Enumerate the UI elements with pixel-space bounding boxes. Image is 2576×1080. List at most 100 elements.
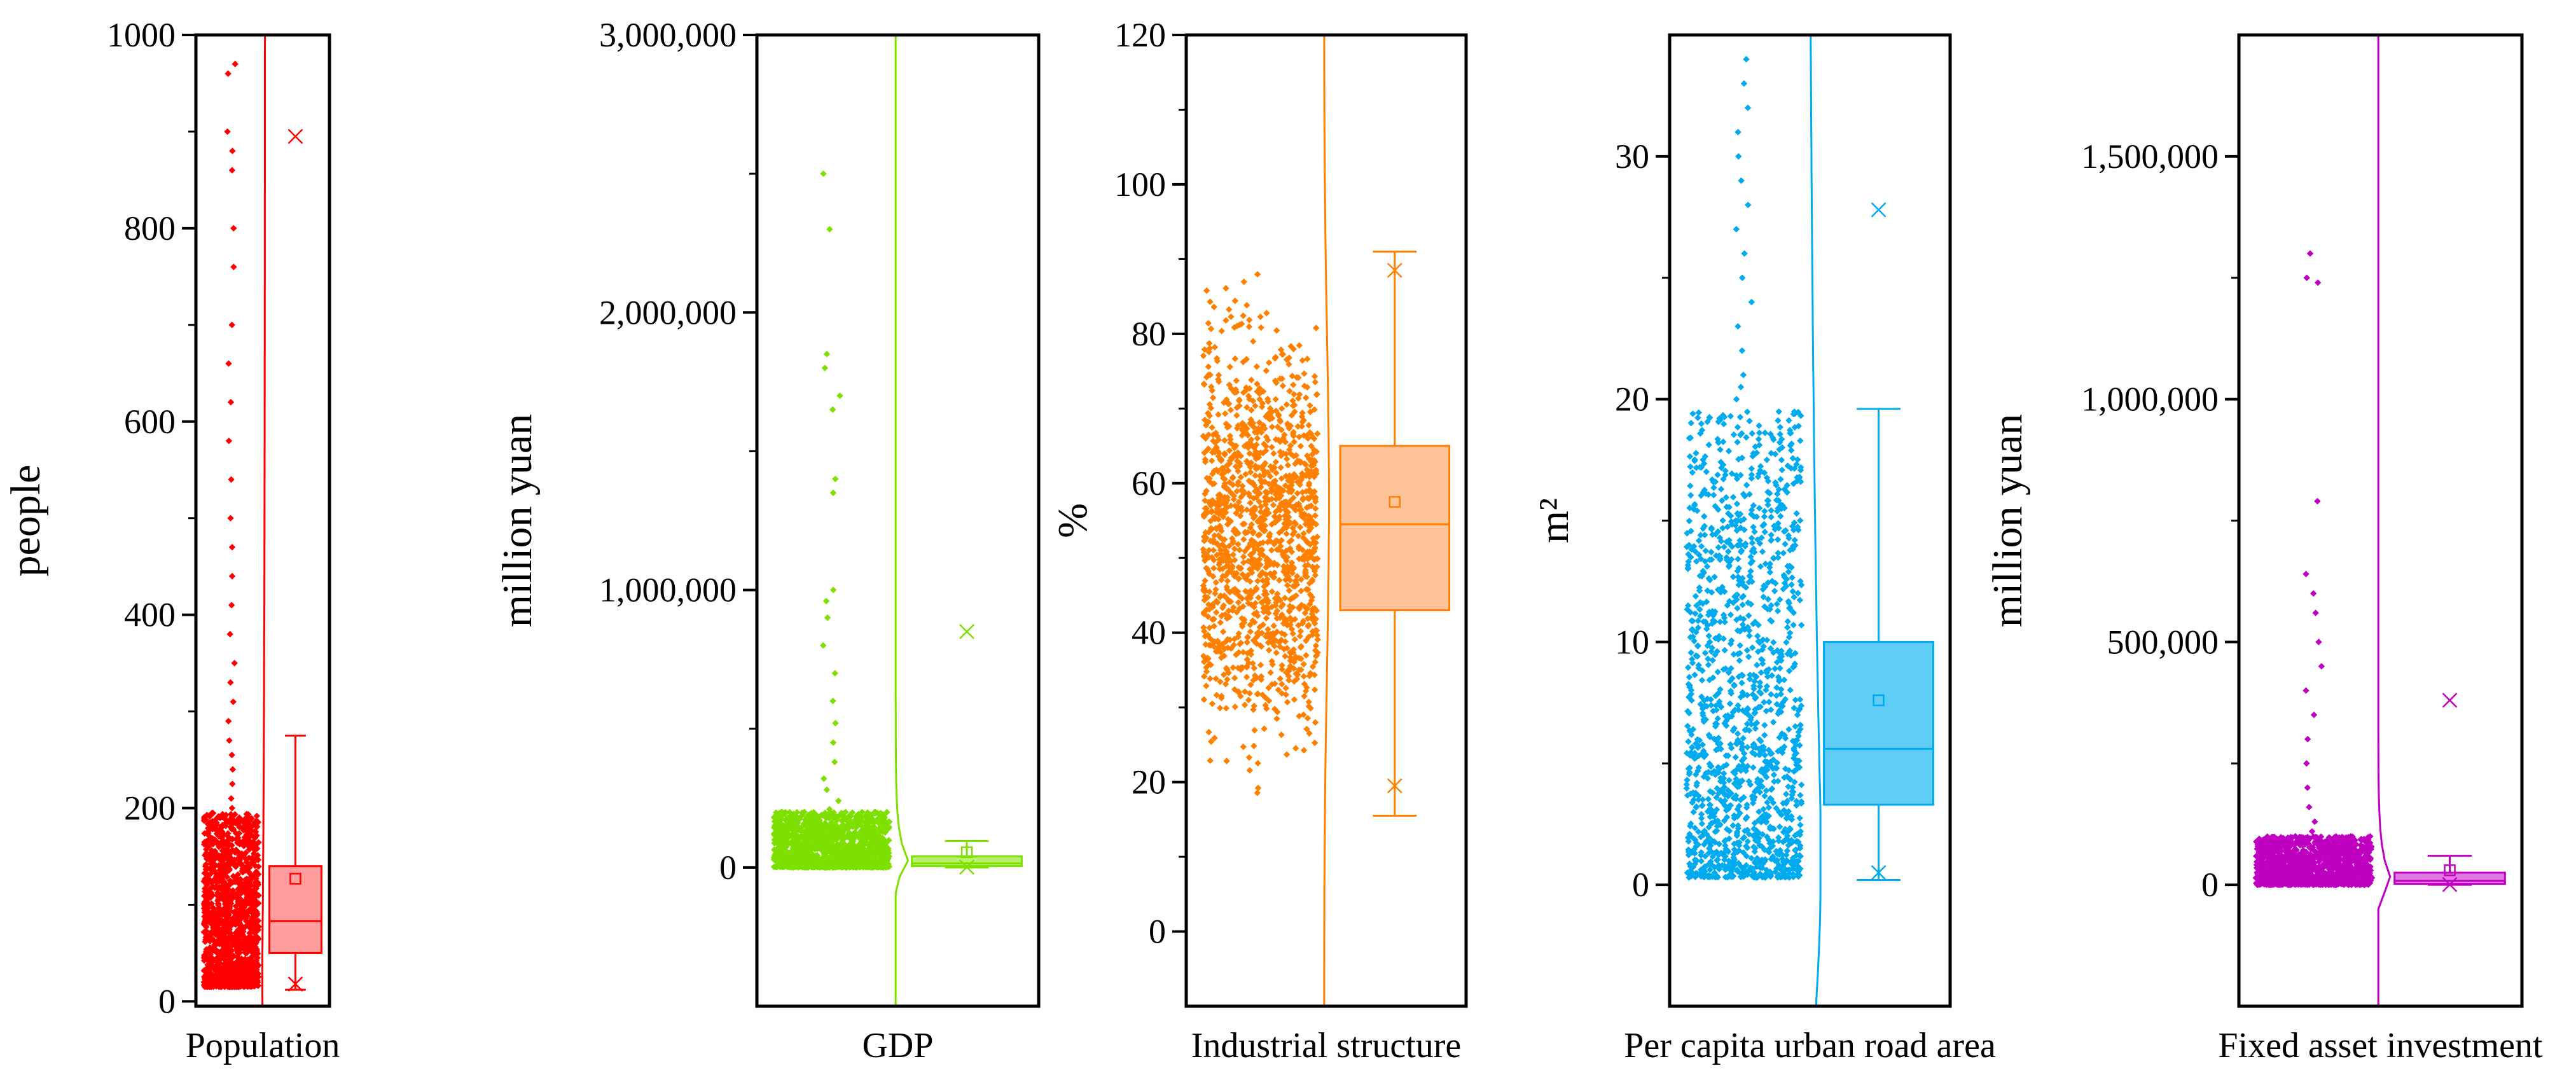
scatter-point — [245, 983, 252, 990]
scatter-point — [1273, 495, 1280, 502]
scatter-point — [777, 820, 785, 827]
scatter-point — [1760, 747, 1768, 754]
scatter-point — [1301, 370, 1308, 377]
scatter-point — [1293, 675, 1301, 682]
scatter-point — [1312, 627, 1319, 634]
scatter-point — [772, 838, 780, 845]
scatter-point — [1282, 576, 1289, 583]
scatter-point — [1266, 561, 1274, 568]
scatter-point — [1203, 654, 1211, 661]
scatter-point — [1212, 579, 1220, 586]
scatter-point — [1245, 392, 1252, 399]
scatter-point — [1785, 783, 1792, 791]
scatter-point — [1286, 387, 1293, 395]
outlier-point — [227, 515, 234, 522]
scatter-point — [1215, 453, 1222, 460]
scatter-point — [247, 860, 254, 868]
scatter-point — [1224, 551, 1231, 559]
scatter-point — [1299, 620, 1306, 627]
scatter-point — [1250, 564, 1257, 571]
scatter-point — [1252, 472, 1259, 479]
scatter-point — [1794, 523, 1801, 530]
scatter-point — [1248, 436, 1255, 443]
scatter-point — [1238, 426, 1246, 433]
scatter-point — [1750, 502, 1757, 509]
scatter-point — [1276, 577, 1283, 584]
scatter-point — [1689, 410, 1696, 417]
y-axis-title: people — [3, 465, 49, 577]
scatter-point — [883, 848, 890, 855]
scatter-point — [871, 824, 878, 831]
scatter-point — [1746, 417, 1753, 425]
scatter-point — [1310, 535, 1317, 542]
scatter-point — [1301, 693, 1308, 700]
scatter-point — [1201, 459, 1209, 466]
scatter-point — [1246, 396, 1253, 403]
scatter-point — [1235, 506, 1242, 513]
scatter-point — [822, 864, 830, 871]
scatter-point — [862, 819, 869, 826]
scatter-point — [216, 904, 223, 911]
scatter-point — [849, 833, 857, 840]
scatter-point — [1233, 322, 1241, 329]
scatter-point — [834, 856, 841, 864]
scatter-point — [817, 812, 825, 819]
scatter-point — [1231, 545, 1238, 553]
scatter-point — [1243, 656, 1251, 663]
scatter-point — [1201, 381, 1208, 388]
scatter-point — [222, 816, 229, 823]
scatter-point — [1268, 495, 1275, 502]
scatter-point — [779, 855, 786, 862]
scatter-point — [1231, 557, 1238, 564]
scatter-point — [1240, 649, 1247, 656]
scatter-point — [1691, 671, 1698, 679]
scatter-point — [793, 821, 800, 829]
scatter-point — [1782, 791, 1790, 798]
scatter-point — [812, 845, 819, 853]
scatter-point — [226, 866, 233, 874]
scatter-point — [1221, 437, 1228, 444]
scatter-point — [1200, 546, 1207, 553]
scatter-point — [1256, 556, 1263, 563]
scatter-point — [1229, 607, 1236, 614]
scatter-point — [240, 963, 248, 970]
scatter-point — [1243, 384, 1250, 391]
scatter-point — [1273, 407, 1280, 415]
scatter-point — [1222, 499, 1229, 507]
scatter-point — [1221, 653, 1228, 660]
mean-marker — [289, 873, 301, 885]
scatter-point — [1264, 630, 1271, 637]
scatter-point — [1250, 452, 1258, 459]
scatter-point — [1296, 555, 1303, 562]
scatter-point — [1257, 324, 1264, 331]
scatter-point — [1207, 498, 1214, 505]
scatter-point — [1222, 557, 1229, 564]
scatter-point — [1737, 517, 1745, 525]
scatter-point — [1224, 676, 1231, 683]
scatter-point — [778, 838, 785, 845]
scatter-point — [1202, 641, 1209, 648]
scatter-point — [1727, 688, 1735, 695]
scatter-point — [1228, 502, 1235, 509]
scatter-point — [1313, 391, 1320, 398]
scatter-point — [1273, 607, 1281, 614]
scatter-point — [794, 815, 801, 822]
scatter-point — [1205, 529, 1212, 536]
scatter-point — [1269, 466, 1276, 473]
scatter-point — [1266, 496, 1273, 504]
scatter-point — [808, 817, 815, 824]
scatter-point — [1240, 553, 1247, 560]
scatter-point — [1286, 485, 1293, 492]
scatter-point — [1697, 532, 1704, 539]
scatter-point — [1262, 702, 1269, 709]
scatter-point — [852, 858, 860, 865]
scatter-point — [1242, 548, 1249, 555]
scatter-point — [1715, 506, 1722, 513]
scatter-point — [777, 812, 784, 819]
scatter-point — [1214, 540, 1221, 547]
scatter-point — [876, 861, 884, 868]
scatter-point — [1278, 681, 1285, 688]
scatter-point — [830, 812, 838, 819]
scatter-point — [1288, 481, 1295, 489]
scatter-point — [229, 847, 236, 854]
